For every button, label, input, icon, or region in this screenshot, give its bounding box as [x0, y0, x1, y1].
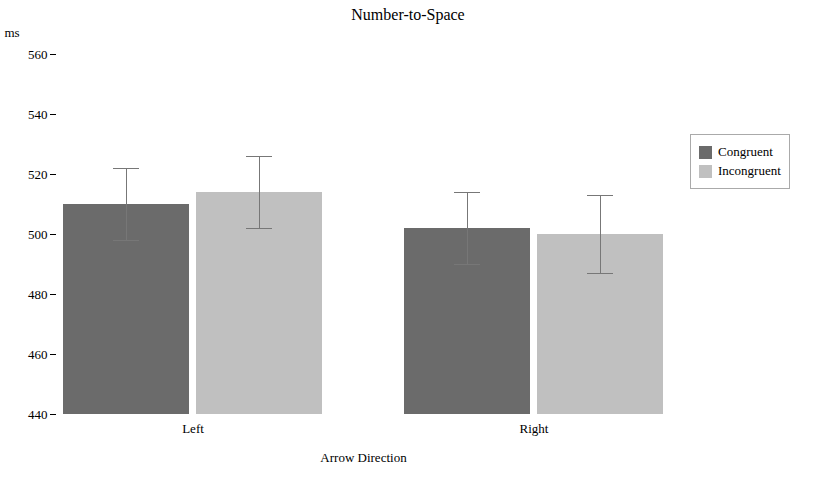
html-text:Number-to-Space: Number-to-Space [351, 6, 465, 23]
svg-text:460: 460 [28, 347, 48, 362]
svg-text:Left: Left [182, 421, 204, 436]
svg-text:540: 540 [28, 107, 48, 122]
svg-text:Arrow Direction: Arrow Direction [320, 450, 407, 465]
svg-text:ms: ms [5, 25, 20, 40]
html-text:Incongruent: Incongruent [718, 163, 781, 178]
html-text:Congruent: Congruent [718, 144, 773, 159]
svg-text:560: 560 [28, 47, 48, 62]
svg-text:480: 480 [28, 287, 48, 302]
svg-text:500: 500 [28, 227, 48, 242]
svg-text:520: 520 [28, 167, 48, 182]
svg-text:Right: Right [520, 421, 549, 436]
svg-text:440: 440 [28, 407, 48, 422]
